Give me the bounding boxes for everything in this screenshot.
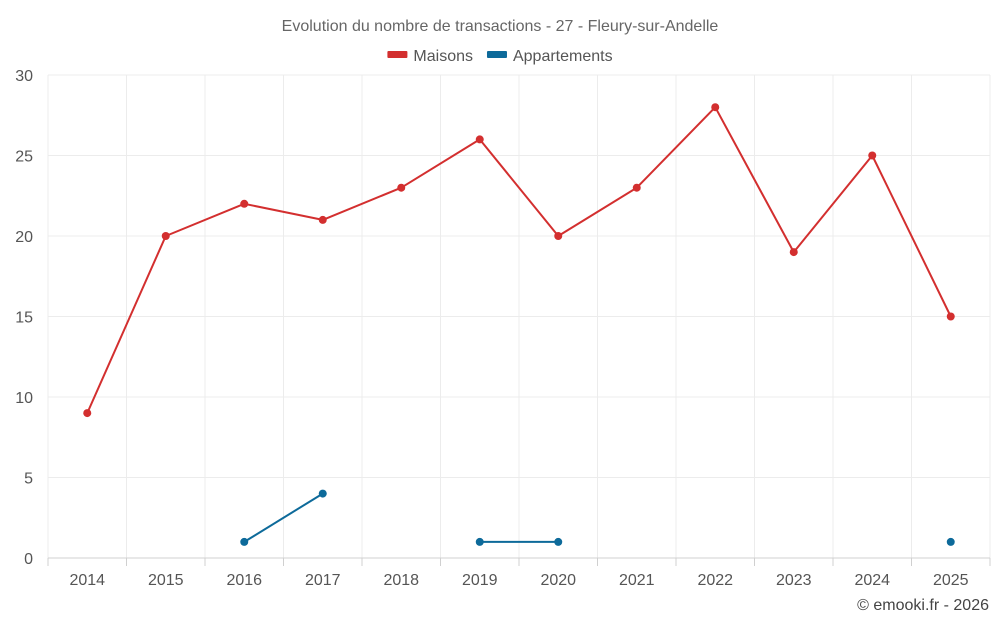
series-layer bbox=[83, 103, 955, 546]
x-tick-label: 2018 bbox=[383, 572, 419, 589]
x-tick-label: 2024 bbox=[854, 572, 890, 589]
data-point-maisons[interactable] bbox=[711, 103, 720, 112]
data-point-maisons[interactable] bbox=[475, 135, 484, 144]
data-point-maisons[interactable] bbox=[632, 183, 641, 192]
x-tick-label: 2023 bbox=[776, 572, 812, 589]
y-tick-label: 25 bbox=[15, 149, 33, 166]
series-line-maisons bbox=[86, 106, 952, 414]
data-point-appartements[interactable] bbox=[318, 489, 327, 498]
y-axis: 0 5 10 15 20 25 30 bbox=[15, 68, 33, 568]
data-point-maisons[interactable] bbox=[318, 215, 327, 224]
y-tick-label: 5 bbox=[24, 471, 33, 488]
grid bbox=[47, 74, 991, 566]
data-point-maisons[interactable] bbox=[554, 232, 563, 240]
data-point-appartements[interactable] bbox=[946, 537, 955, 546]
x-tick-label: 2022 bbox=[697, 572, 733, 589]
data-point-maisons[interactable] bbox=[868, 151, 877, 160]
data-point-maisons[interactable] bbox=[83, 409, 92, 418]
data-point-appartements[interactable] bbox=[240, 537, 249, 546]
y-tick-label: 15 bbox=[15, 310, 33, 327]
legend: Maisons Appartements bbox=[387, 48, 613, 65]
data-point-maisons[interactable] bbox=[789, 248, 798, 257]
data-point-appartements[interactable] bbox=[475, 537, 484, 546]
y-tick-label: 30 bbox=[15, 68, 33, 85]
x-tick-label: 2020 bbox=[540, 572, 576, 589]
series-appartements bbox=[240, 489, 955, 546]
x-tick-label: 2025 bbox=[933, 572, 969, 589]
x-tick-label: 2014 bbox=[69, 572, 105, 589]
data-point-maisons[interactable] bbox=[397, 183, 406, 192]
legend-label: Maisons bbox=[413, 48, 473, 65]
series-line-appartements bbox=[243, 492, 324, 543]
legend-swatch-appartements[interactable] bbox=[486, 51, 507, 58]
y-tick-label: 0 bbox=[24, 551, 33, 568]
y-tick-label: 10 bbox=[15, 390, 33, 407]
data-point-maisons[interactable] bbox=[946, 312, 955, 321]
credit-text: © emooki.fr - 2026 bbox=[857, 597, 989, 614]
data-point-maisons[interactable] bbox=[161, 232, 170, 240]
legend-swatch-maisons[interactable] bbox=[387, 51, 408, 58]
x-tick-label: 2019 bbox=[462, 572, 498, 589]
x-tick-label: 2015 bbox=[148, 572, 184, 589]
x-tick-label: 2016 bbox=[226, 572, 262, 589]
data-point-maisons[interactable] bbox=[240, 199, 249, 208]
series-maisons bbox=[83, 103, 955, 418]
y-tick-label: 20 bbox=[15, 229, 33, 246]
chart-title: Evolution du nombre de transactions - 27… bbox=[282, 18, 719, 35]
data-point-appartements[interactable] bbox=[554, 537, 563, 546]
x-axis: 2014 2015 2016 2017 2018 2019 2020 2021 2022 2023… bbox=[69, 572, 968, 589]
legend-label: Appartements bbox=[513, 48, 613, 65]
x-tick-label: 2021 bbox=[619, 572, 655, 589]
x-tick-label: 2017 bbox=[305, 572, 341, 589]
